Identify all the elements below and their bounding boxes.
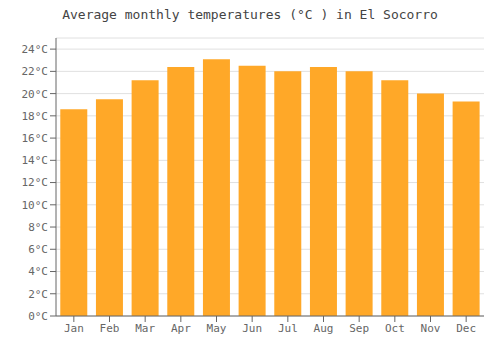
svg-text:20°C: 20°C	[22, 88, 49, 101]
svg-text:4°C: 4°C	[28, 265, 48, 278]
svg-text:Jul: Jul	[278, 322, 298, 335]
svg-text:24°C: 24°C	[22, 43, 49, 56]
svg-text:14°C: 14°C	[22, 154, 49, 167]
svg-text:Mar: Mar	[135, 322, 155, 335]
html-text:Average monthly temperatures (: Average monthly temperatures (°C ) in El…	[62, 7, 438, 22]
svg-text:22°C: 22°C	[22, 65, 49, 78]
svg-text:12°C: 12°C	[22, 176, 49, 189]
svg-text:16°C: 16°C	[22, 132, 49, 145]
svg-text:Apr: Apr	[171, 322, 191, 335]
svg-text:2°C: 2°C	[28, 288, 48, 301]
svg-text:Dec: Dec	[456, 322, 476, 335]
svg-text:Nov: Nov	[421, 322, 441, 335]
svg-text:Aug: Aug	[314, 322, 334, 335]
svg-text:Oct: Oct	[385, 322, 405, 335]
svg-text:May: May	[207, 322, 227, 335]
svg-text:Jan: Jan	[64, 322, 84, 335]
svg-text:18°C: 18°C	[22, 110, 49, 123]
svg-text:10°C: 10°C	[22, 199, 49, 212]
svg-text:Feb: Feb	[100, 322, 120, 335]
svg-text:Sep: Sep	[349, 322, 369, 335]
svg-text:8°C: 8°C	[28, 221, 48, 234]
svg-text:Jun: Jun	[242, 322, 262, 335]
svg-text:0°C: 0°C	[28, 310, 48, 323]
svg-text:6°C: 6°C	[28, 243, 48, 256]
